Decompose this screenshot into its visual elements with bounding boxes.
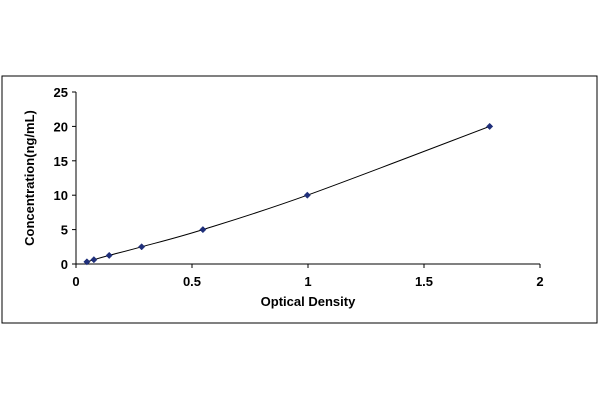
data-point [486,122,494,130]
y-tick-label: 5 [61,223,68,238]
y-axis-ticks: 0 5 10 15 20 25 [54,85,76,272]
data-point [105,251,113,259]
y-tick-label: 10 [54,188,68,203]
y-tick-label: 15 [54,154,68,169]
data-point [138,243,146,251]
x-tick-label: 1.5 [415,274,433,289]
x-tick-label: 1 [304,274,311,289]
x-tick-label: 2 [536,274,543,289]
chart-frame [1,75,598,324]
y-tick-label: 20 [54,119,68,134]
x-tick-label: 0.5 [183,274,201,289]
x-tick-label: 0 [72,274,79,289]
y-tick-label: 25 [54,85,68,100]
plot-area: 0 0.5 1 1.5 2 0 5 10 15 20 25 [54,85,544,289]
x-axis-ticks: 0 0.5 1 1.5 2 [72,264,544,289]
data-point [199,226,207,234]
y-axis-title: Concentration(ng/mL) [22,110,37,246]
x-axis-title: Optical Density [261,294,356,309]
series-points [83,122,494,266]
data-point [83,258,91,266]
y-tick-label: 0 [61,257,68,272]
data-point [303,191,311,199]
data-point [90,256,98,264]
